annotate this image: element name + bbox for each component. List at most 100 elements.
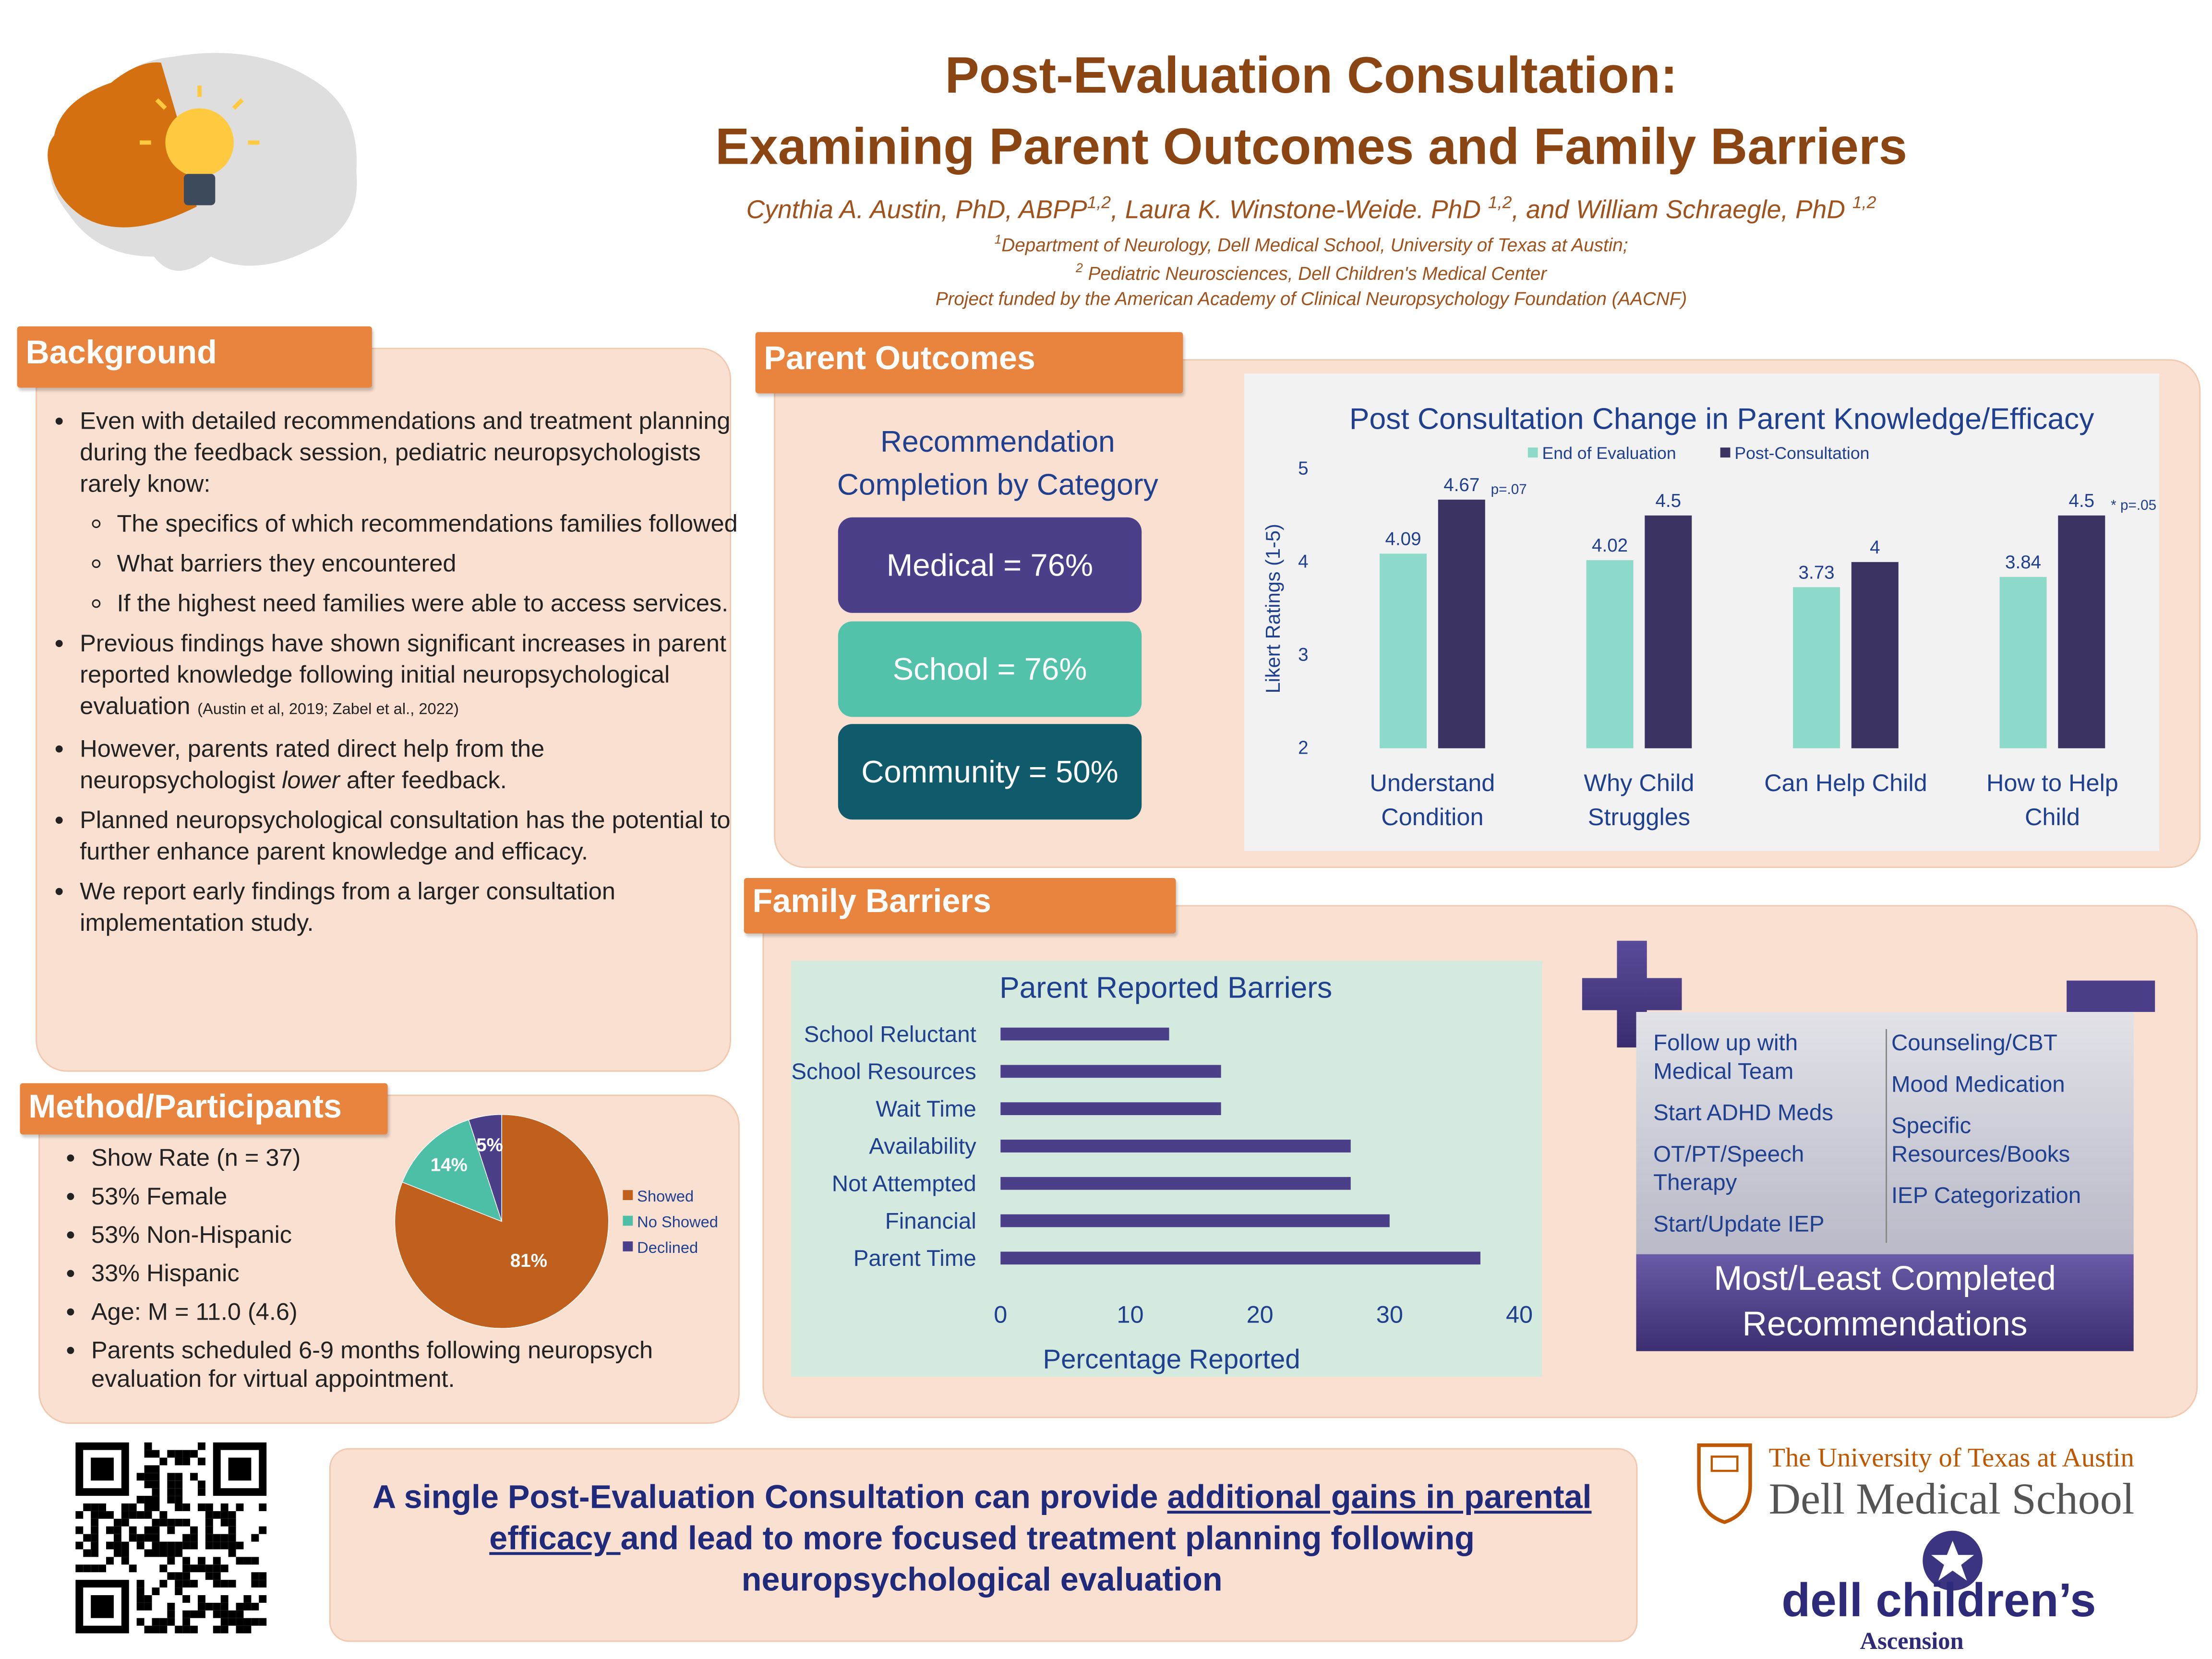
y-tick-label: 5 xyxy=(1298,458,1308,479)
qr-module xyxy=(220,1518,228,1527)
qr-module xyxy=(152,1496,160,1504)
qr-module xyxy=(190,1473,198,1481)
qr-module xyxy=(152,1450,160,1458)
qr-module xyxy=(205,1541,213,1550)
qr-module xyxy=(144,1450,152,1458)
qr-module xyxy=(190,1526,198,1534)
value-label: 3.73 xyxy=(1799,562,1835,583)
recommendation: Mood Medication xyxy=(1891,1073,2065,1098)
qr-module xyxy=(228,1610,236,1618)
qr-module xyxy=(236,1618,244,1626)
qr-module xyxy=(228,1518,236,1527)
qr-module xyxy=(152,1473,160,1481)
bar xyxy=(1645,515,1692,748)
qr-module xyxy=(182,1557,191,1565)
qr-module xyxy=(159,1618,168,1626)
qr-module xyxy=(182,1625,191,1634)
title: Post-Evaluation Consultation: Examining … xyxy=(570,40,2053,182)
x-tick-label: How to Help Child xyxy=(1986,769,2118,831)
qr-module xyxy=(113,1534,121,1542)
qr-module xyxy=(228,1534,236,1542)
legend-label: Declined xyxy=(637,1238,698,1256)
qr-module xyxy=(175,1488,183,1496)
qr-code xyxy=(75,1442,267,1634)
qr-module xyxy=(91,1518,99,1527)
qr-module xyxy=(213,1610,221,1618)
qr-module xyxy=(228,1549,236,1557)
qr-module xyxy=(152,1587,160,1595)
qr-module xyxy=(167,1610,175,1618)
qr-module xyxy=(152,1625,160,1634)
qr-module xyxy=(182,1572,191,1580)
author: Cynthia A. Austin, PhD, ABPP xyxy=(746,195,1087,224)
bullet: 53% Non-Hispanic xyxy=(91,1221,761,1250)
minus-icon xyxy=(2067,980,2155,1012)
qr-module xyxy=(144,1480,152,1489)
qr-module xyxy=(121,1511,129,1519)
rays xyxy=(139,85,260,145)
value-label: 5% xyxy=(476,1135,503,1155)
school-name: Dell Medical School xyxy=(1768,1474,2135,1524)
recommendation: Start/Update IEP xyxy=(1653,1213,1825,1238)
y-tick-label: Financial xyxy=(885,1208,976,1234)
qr-module xyxy=(152,1480,160,1489)
qr-module xyxy=(175,1549,183,1557)
bullet-text: after feedback. xyxy=(339,767,507,794)
conclusion: A single Post-Evaluation Consultation ca… xyxy=(356,1477,1608,1600)
qr-module xyxy=(83,1534,91,1542)
qr-module xyxy=(91,1457,114,1481)
qr-module xyxy=(228,1526,236,1534)
qr-module xyxy=(205,1564,213,1573)
qr-module xyxy=(91,1595,114,1618)
qr-module xyxy=(144,1442,152,1450)
legend-swatch xyxy=(623,1241,633,1251)
superscript: 1,2 xyxy=(1087,192,1111,213)
bullet: Planned neuropsychological consultation … xyxy=(80,805,738,868)
ut-shield xyxy=(1697,1443,1752,1524)
qr-module xyxy=(167,1526,175,1534)
legend-label: End of Evaluation xyxy=(1542,444,1676,463)
qr-module xyxy=(259,1580,267,1588)
qr-module xyxy=(236,1602,244,1611)
qr-module xyxy=(220,1602,228,1611)
qr-module xyxy=(152,1518,160,1527)
qr-module xyxy=(259,1595,267,1603)
sub-bullet: If the highest need families were able t… xyxy=(117,589,738,620)
qr-module xyxy=(144,1625,152,1634)
qr-module xyxy=(98,1564,107,1573)
bar xyxy=(1000,1027,1169,1041)
qr-module xyxy=(144,1503,152,1511)
qr-module xyxy=(182,1457,191,1466)
qr-module xyxy=(259,1618,267,1626)
qr-module xyxy=(182,1610,191,1618)
qr-module xyxy=(167,1450,175,1458)
bar xyxy=(1586,560,1634,748)
qr-module xyxy=(197,1610,205,1618)
least-list: Counseling/CBT Mood Medication Specific Re… xyxy=(1891,1031,2127,1225)
bar xyxy=(1000,1065,1221,1078)
rec-box: Community = 50% xyxy=(838,724,1142,820)
pie-slice xyxy=(468,1114,502,1222)
qr-module xyxy=(121,1541,129,1550)
bullet-text: However, parents rated direct help from … xyxy=(80,735,545,794)
qr-module xyxy=(251,1534,259,1542)
section-heading: Method/Participants xyxy=(20,1083,388,1135)
qr-module xyxy=(136,1602,144,1611)
x-tick-label: 30 xyxy=(1376,1300,1403,1328)
qr-module xyxy=(236,1541,244,1550)
qr-module xyxy=(197,1557,205,1565)
qr-module xyxy=(175,1503,183,1511)
qr-module xyxy=(113,1541,121,1550)
qr-module xyxy=(136,1541,144,1550)
bullet: Age: M = 11.0 (4.6) xyxy=(91,1298,761,1327)
qr-module xyxy=(220,1503,228,1511)
qr-module xyxy=(144,1465,152,1473)
qr-module xyxy=(175,1541,183,1550)
title-line: Examining Parent Outcomes and Family Bar… xyxy=(715,117,1908,176)
qr-module xyxy=(175,1496,183,1504)
qr-module xyxy=(159,1511,168,1519)
superscript: 1 xyxy=(994,232,1002,247)
qr-module xyxy=(136,1496,144,1504)
qr-module xyxy=(152,1526,160,1534)
